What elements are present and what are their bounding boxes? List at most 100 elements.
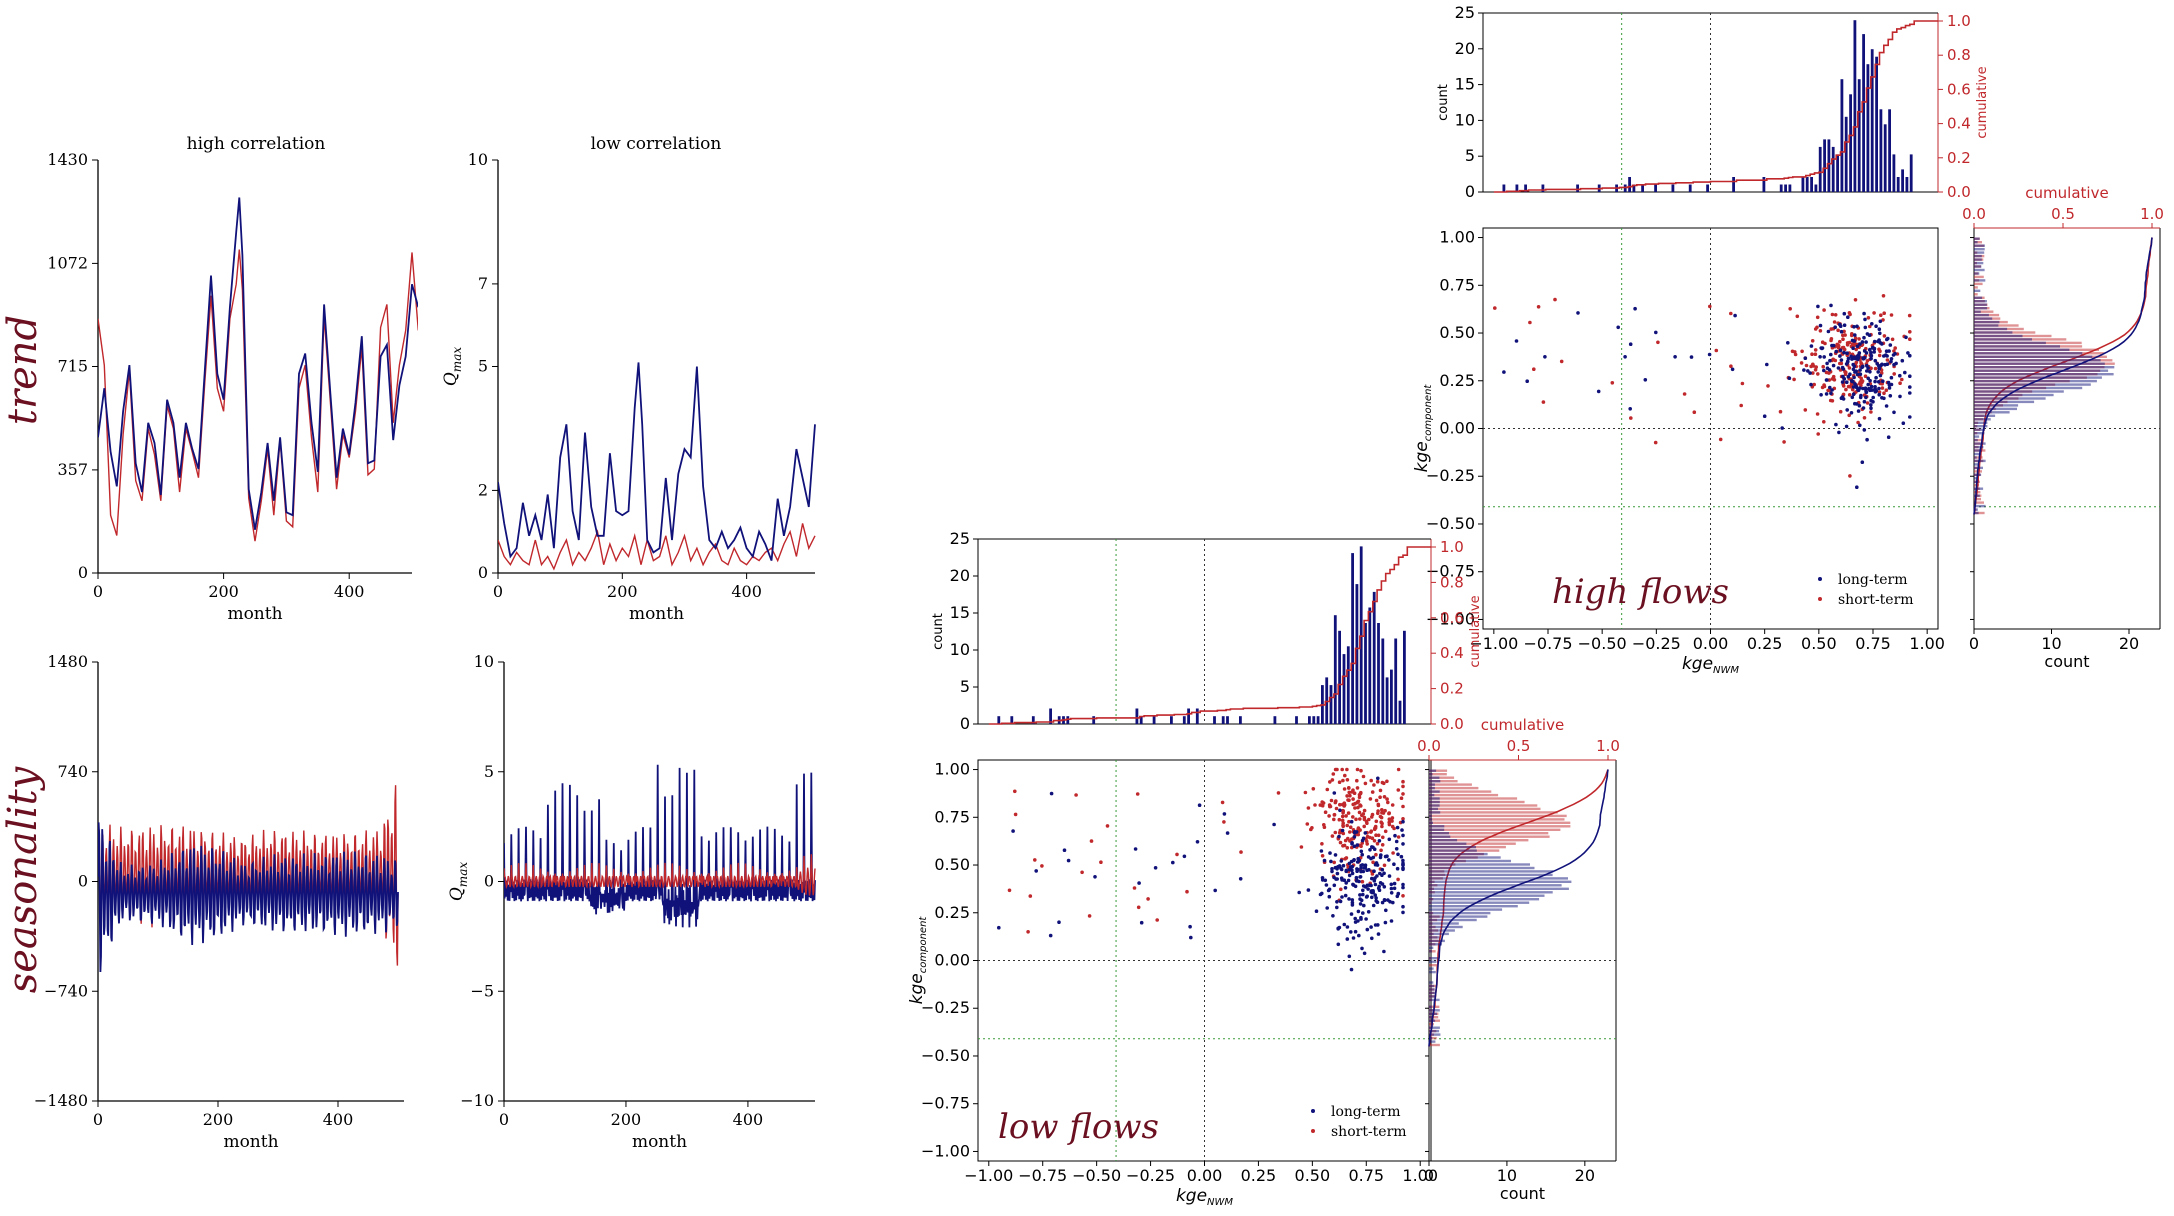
scatter-point-long [1365, 868, 1369, 872]
scatter-point-short [1348, 825, 1353, 829]
scatter-point-long [1322, 858, 1327, 863]
scatter-point-long [1330, 869, 1334, 874]
top-hist-bar [1295, 716, 1298, 724]
scatter-point-short [1303, 790, 1308, 795]
side-hist-bar-long [1974, 251, 1985, 254]
scatter-point-long [1906, 351, 1910, 355]
scatter-point-long [1353, 929, 1358, 934]
scatter-point-short [1656, 340, 1660, 345]
side-hist-bar-long [1974, 359, 2101, 362]
side-hist-x-tick-label: 20 [1575, 1166, 1595, 1185]
scatter-point-long [1356, 919, 1360, 923]
scatter-point-short [1383, 808, 1387, 813]
scatter-point-long [1376, 776, 1380, 781]
scatter-point-long [1858, 372, 1863, 377]
scatter-point-short [1853, 336, 1858, 340]
scatter-point-short [1856, 420, 1860, 425]
side-hist-bar-long [1429, 1005, 1432, 1008]
side-hist-bar-long [1429, 891, 1553, 894]
scatter-point-long [1364, 917, 1368, 921]
side-hist-bar-long [1974, 373, 2114, 376]
scatter-point-long [1689, 355, 1694, 359]
scatter-point-short [1401, 779, 1405, 784]
top-hist-count-label: count [931, 613, 946, 650]
side-hist-bar-long [1429, 915, 1488, 918]
scatter-point-long [1865, 332, 1870, 336]
side-hist-bar-short [1429, 832, 1549, 835]
x-axis-label: kgeNWM [1176, 1186, 1233, 1208]
scatter-point-long [1358, 875, 1363, 879]
scatter-point-long [1337, 864, 1342, 868]
scatter-point-long [1878, 319, 1883, 324]
y-axis-label: kgecomponent [907, 916, 929, 1005]
x-tick-label: 0.50 [1801, 634, 1837, 653]
y-tick-label: 0.25 [934, 903, 970, 922]
top-hist-bar [1801, 177, 1805, 192]
top-hist-bar [1221, 716, 1225, 724]
scatter-point-long [1389, 886, 1394, 891]
top-hist-y-tick-label: 15 [950, 603, 970, 622]
top-hist-bar [1182, 716, 1186, 724]
scatter-point-short [1343, 773, 1347, 778]
side-hist-bar-short [1429, 814, 1567, 818]
scatter-point-long [1841, 397, 1846, 401]
series-line-long [98, 197, 418, 530]
side-hist-bar-short [1429, 793, 1499, 797]
scatter-point-short [1812, 382, 1816, 387]
top-hist-bar [1628, 177, 1631, 192]
scatter-point-short [1898, 381, 1902, 386]
side-hist-bar-long [1429, 894, 1545, 897]
side-hist-bar-short [1974, 275, 1984, 279]
side-hist-bar-long [1429, 936, 1440, 939]
side-hist-cum-tick-label: 0.0 [1962, 205, 1986, 223]
scatter-point-long [1628, 342, 1633, 347]
scatter-point-short [1368, 797, 1373, 801]
scatter-point-long [1822, 368, 1826, 373]
scatter-point-short [1359, 804, 1363, 808]
scatter-point-long [1838, 348, 1843, 353]
scatter-point-long [1840, 380, 1845, 384]
scatter-point-long [1839, 329, 1844, 334]
side-hist-bar-short [1429, 839, 1529, 842]
top-hist-bar [1901, 169, 1904, 192]
top-hist-bar [997, 716, 1001, 724]
side-hist-cumulative-label: cumulative [2025, 184, 2108, 202]
x-axis-label-subscript: NWM [1207, 1197, 1233, 1208]
scatter-point-long [1874, 324, 1878, 329]
y-axis-label: kgecomponent [1412, 384, 1434, 473]
y-tick-label: −5 [470, 981, 494, 1000]
y-tick-label: −0.50 [921, 1046, 970, 1065]
scatter-point-short [1908, 330, 1912, 334]
side-hist-bar-long [1429, 950, 1432, 953]
scatter-point-long [1359, 915, 1363, 920]
scatter-point-long [1049, 791, 1054, 796]
scatter-point-short [1841, 384, 1846, 388]
scatter-point-long [1328, 851, 1332, 855]
scatter-point-long [1376, 932, 1381, 936]
scatter-point-short [1320, 800, 1324, 804]
scatter-point-short [1849, 333, 1854, 338]
side-hist-bar-long [1429, 769, 1437, 772]
scatter-point-long [1358, 902, 1363, 906]
scatter-point-short [1907, 313, 1912, 318]
scatter-point-short [1341, 808, 1345, 813]
scatter-point-short [1356, 799, 1361, 804]
scatter-point-short [1536, 305, 1541, 309]
scatter-point-short [1857, 381, 1862, 386]
scatter-point-short [1356, 805, 1360, 810]
top-hist-bar [1308, 716, 1311, 724]
x-tick-label: 1.00 [1402, 1166, 1438, 1185]
side-hist-bar-long [1429, 800, 1440, 804]
scatter-point-short [1820, 385, 1825, 390]
scatter-point-short [1841, 333, 1845, 338]
scatter-point-long [1352, 835, 1357, 839]
scatter-point-short [1879, 313, 1883, 318]
scatter-point-short [1882, 311, 1886, 316]
scatter-point-long [1349, 912, 1354, 916]
top-hist-bar [1883, 124, 1887, 192]
top-hist-y-tick-label: 15 [1455, 75, 1475, 94]
scatter-point-long [1873, 379, 1877, 384]
scatter-point-long [1384, 908, 1388, 913]
scatter-point-long [1869, 384, 1874, 389]
top-hist-bar [1092, 716, 1096, 724]
